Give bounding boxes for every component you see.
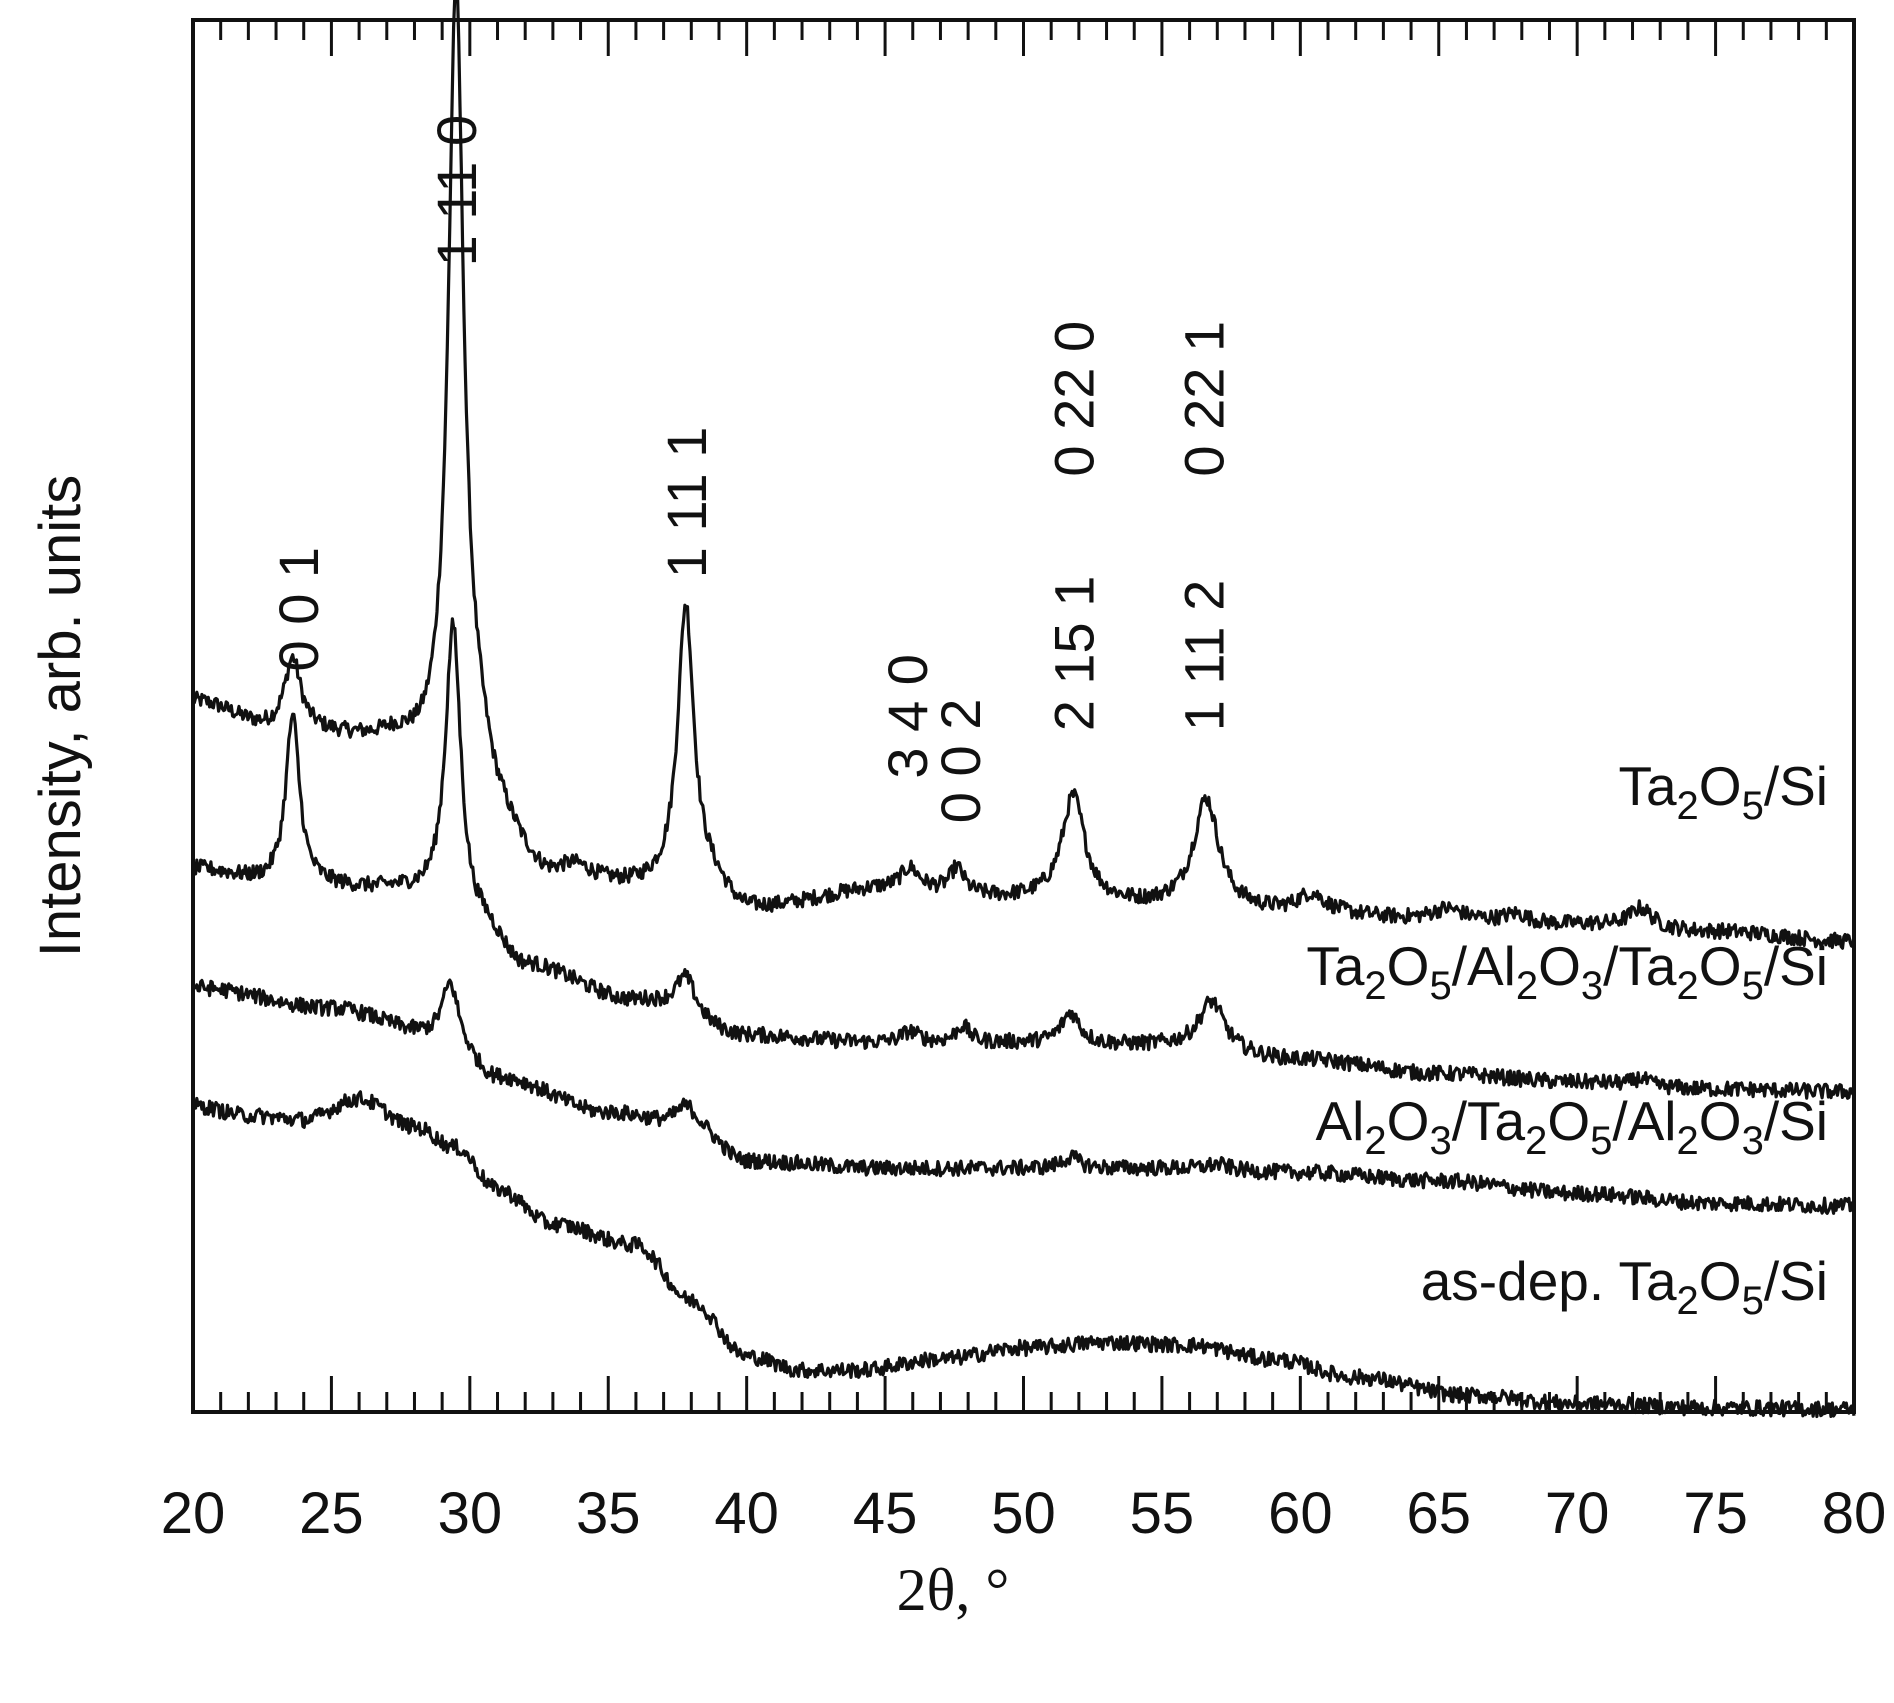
label-text: /Ta xyxy=(1452,1090,1526,1152)
subscript: 3 xyxy=(1742,1119,1764,1163)
x-tick-label: 50 xyxy=(991,1481,1056,1546)
series-label-2: Ta2O5/Al2O3/Ta2O5/Si xyxy=(1306,935,1828,1008)
subscript: 5 xyxy=(1590,1119,1612,1163)
y-axis-title: Intensity, arb. units xyxy=(28,475,93,958)
label-text: Al xyxy=(1316,1090,1365,1152)
x-tick-label: 40 xyxy=(714,1481,779,1546)
peak-annotation: 1 11 1 xyxy=(655,427,718,579)
tick-group xyxy=(191,20,1856,1412)
subscript: 5 xyxy=(1742,1279,1764,1323)
x-tick-label: 55 xyxy=(1130,1481,1195,1546)
label-text: /Al xyxy=(1452,935,1516,997)
label-text: /Si xyxy=(1764,1090,1828,1152)
peak-annotation: 0 0 2 xyxy=(929,699,992,824)
subscript: 2 xyxy=(1364,1119,1386,1163)
label-text: O xyxy=(1387,935,1430,997)
label-text: O xyxy=(1547,1090,1590,1152)
label-text: Ta xyxy=(1618,755,1677,817)
x-tick-label: 65 xyxy=(1406,1481,1471,1546)
label-text: /Si xyxy=(1764,755,1828,817)
subscript: 2 xyxy=(1677,784,1699,828)
subscript: 2 xyxy=(1677,1279,1699,1323)
subscript: 2 xyxy=(1677,1119,1699,1163)
peak-annotation: 3 4 0 xyxy=(876,654,939,779)
subscript: 2 xyxy=(1516,964,1538,1008)
series-line-2 xyxy=(191,617,1856,1100)
series-labels: Ta2O5/SiTa2O5/Al2O3/Ta2O5/SiAl2O3/Ta2O5/… xyxy=(1306,755,1828,1323)
x-tick-label: 80 xyxy=(1822,1481,1887,1546)
peak-annotation: 2 15 1 xyxy=(1042,576,1105,732)
series-line-1 xyxy=(191,0,1856,950)
label-text: as-dep. Ta xyxy=(1421,1250,1677,1312)
x-tick-label: 70 xyxy=(1545,1481,1610,1546)
subscript: 3 xyxy=(1429,1119,1451,1163)
peak-annotation: 0 22 1 xyxy=(1172,321,1235,477)
label-text: Ta xyxy=(1306,935,1365,997)
label-text: O xyxy=(1538,935,1581,997)
label-text: /Si xyxy=(1764,1250,1828,1312)
label-text: O xyxy=(1699,935,1742,997)
subscript: 2 xyxy=(1677,964,1699,1008)
label-text: /Ta xyxy=(1603,935,1677,997)
series-label-1: Ta2O5/Si xyxy=(1618,755,1828,828)
x-tick-label: 60 xyxy=(1268,1481,1333,1546)
label-text: O xyxy=(1699,1090,1742,1152)
subscript: 5 xyxy=(1742,784,1764,828)
peak-annotation: 1 11 0 xyxy=(425,115,488,267)
x-tick-label: 75 xyxy=(1683,1481,1748,1546)
x-tick-labels: 20 25 30 35 40 45 50 55 60 65 70 75 80 xyxy=(161,1481,1887,1546)
subscript: 5 xyxy=(1429,964,1451,1008)
label-text: O xyxy=(1387,1090,1430,1152)
x-tick-label: 35 xyxy=(576,1481,641,1546)
x-tick-label: 30 xyxy=(438,1481,503,1546)
peak-annotation: 0 0 1 xyxy=(267,547,330,672)
peak-annotations: 0 0 1 1 11 0 1 11 1 3 4 00 0 2 2 15 1 0 22 0 1… xyxy=(267,115,1235,823)
subscript: 3 xyxy=(1581,964,1603,1008)
x-tick-label: 45 xyxy=(853,1481,918,1546)
peak-annotation: 0 22 0 xyxy=(1042,321,1105,477)
peak-annotation: 1 11 2 xyxy=(1172,580,1235,732)
subscript: 2 xyxy=(1364,964,1386,1008)
subscript: 5 xyxy=(1742,964,1764,1008)
x-axis-title: 2θ, ° xyxy=(897,1557,1010,1623)
subscript: 2 xyxy=(1525,1119,1547,1163)
label-text: /Si xyxy=(1764,935,1828,997)
series-line-3 xyxy=(191,978,1855,1215)
x-tick-label: 25 xyxy=(299,1481,364,1546)
label-text: O xyxy=(1699,755,1742,817)
label-text: /Al xyxy=(1612,1090,1676,1152)
label-text: O xyxy=(1699,1250,1742,1312)
x-tick-label: 20 xyxy=(161,1481,226,1546)
series-label-3: Al2O3/Ta2O5/Al2O3/Si xyxy=(1316,1090,1829,1163)
series-label-4: as-dep. Ta2O5/Si xyxy=(1421,1250,1828,1323)
